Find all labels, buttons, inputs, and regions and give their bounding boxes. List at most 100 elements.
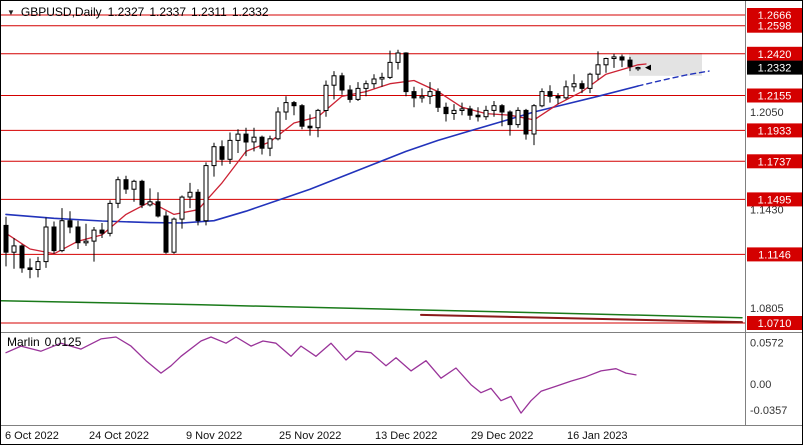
candle-body (275, 111, 281, 140)
candle-body (459, 108, 465, 112)
candle-body (259, 136, 265, 149)
candle-body (467, 108, 473, 116)
candle-body (499, 105, 505, 113)
price-level-badge (747, 88, 802, 103)
current-price-badge (747, 60, 802, 75)
time-axis-label[interactable]: 25 Nov 2022 (279, 430, 341, 442)
candle-body (531, 105, 537, 135)
price-level-badge-text: 1.2155 (758, 91, 792, 103)
time-axis-label[interactable]: 13 Dec 2022 (375, 430, 437, 442)
maroon-trendline[interactable] (420, 313, 743, 324)
candle-body (3, 224, 9, 253)
price-level-badge (747, 18, 802, 33)
time-axis-label[interactable]: 29 Dec 2022 (471, 430, 533, 442)
candle-body (283, 102, 289, 113)
candle-body (443, 106, 449, 115)
slow-ma-line[interactable] (5, 85, 639, 224)
candle-body (19, 245, 25, 269)
candle-body (195, 191, 201, 222)
price-level-badge (747, 247, 802, 262)
candle-body (475, 114, 481, 118)
candle-body (67, 220, 73, 228)
forecast-dashed-line[interactable] (637, 70, 710, 87)
candle-body (547, 91, 553, 97)
candle-body (227, 139, 233, 160)
candle-body (243, 133, 249, 143)
candle-body (411, 91, 417, 99)
indicator-axis-label: 0.0572 (750, 337, 784, 349)
candle-body (107, 202, 113, 234)
candle-body (419, 95, 425, 99)
candle-body (355, 87, 361, 100)
candle-body (91, 229, 97, 242)
candle-body (555, 95, 561, 99)
candle-body (171, 218, 177, 253)
candle-body (307, 125, 313, 129)
price-level-badge (747, 316, 802, 330)
candle-body (363, 83, 369, 89)
price-level-badge-text: 1.2598 (758, 21, 792, 33)
candle-body (635, 67, 641, 70)
candle-body (83, 240, 89, 244)
candle-body (611, 56, 617, 60)
candle-body (131, 180, 137, 190)
current-price-arrow (645, 64, 651, 71)
candle-body (347, 89, 353, 100)
candle-body (515, 109, 521, 126)
candle-body (315, 109, 321, 129)
price-level-badge (747, 46, 802, 61)
candle-body (251, 136, 257, 143)
candle-body (35, 261, 41, 271)
candle-body (491, 105, 497, 111)
price-level-badge (747, 192, 802, 207)
candle-body (179, 196, 185, 220)
candle-body (51, 226, 57, 252)
candle-body (235, 133, 241, 141)
candle-body (123, 179, 129, 190)
candle-body (451, 109, 457, 115)
candle-body (267, 138, 273, 149)
fast-ma-line[interactable] (5, 63, 647, 255)
price-axis-label: 1.2050 (750, 107, 784, 119)
price-level-badge (747, 154, 802, 169)
candle-body (299, 105, 305, 127)
indicator-axis-label: -0.0357 (750, 405, 787, 417)
price-axis-label: 1.1430 (750, 205, 784, 217)
marlin-line[interactable] (5, 336, 637, 414)
price-level-badge-text: 1.1146 (758, 249, 791, 261)
candle-body (427, 91, 433, 97)
candle-body (603, 58, 609, 66)
price-level-badge (747, 8, 802, 22)
candle-body (11, 245, 17, 253)
price-level-badge (747, 123, 802, 138)
candle-body (291, 102, 297, 107)
candle-body (627, 59, 633, 67)
candle-body (27, 267, 33, 270)
candle-body (75, 226, 81, 244)
green-trendline[interactable] (1, 299, 743, 319)
candle-body (619, 56, 625, 61)
price-axis-label: 1.0805 (750, 303, 784, 315)
candle-body (163, 215, 169, 253)
price-level-badge-text: 1.2420 (758, 49, 792, 61)
candle-body (219, 146, 225, 160)
candle-body (571, 83, 577, 88)
time-axis-label[interactable]: 24 Oct 2022 (89, 430, 149, 442)
price-level-badge-text: 1.1495 (758, 194, 792, 206)
candle-body (211, 146, 217, 167)
time-axis-label[interactable]: 6 Oct 2022 (5, 430, 59, 442)
candle-body (387, 61, 393, 78)
candle-body (483, 109, 489, 118)
price-level-badge-text: 1.1737 (758, 156, 792, 168)
candle-body (139, 180, 145, 206)
time-axis-label[interactable]: 16 Jan 2023 (567, 430, 628, 442)
candle-body (187, 191, 193, 198)
candle-body (379, 76, 385, 80)
candle-body (395, 52, 401, 63)
candle-body (99, 229, 105, 234)
time-axis-label[interactable]: 9 Nov 2022 (186, 430, 242, 442)
candle-body (579, 83, 585, 89)
candle-body (323, 84, 329, 112)
